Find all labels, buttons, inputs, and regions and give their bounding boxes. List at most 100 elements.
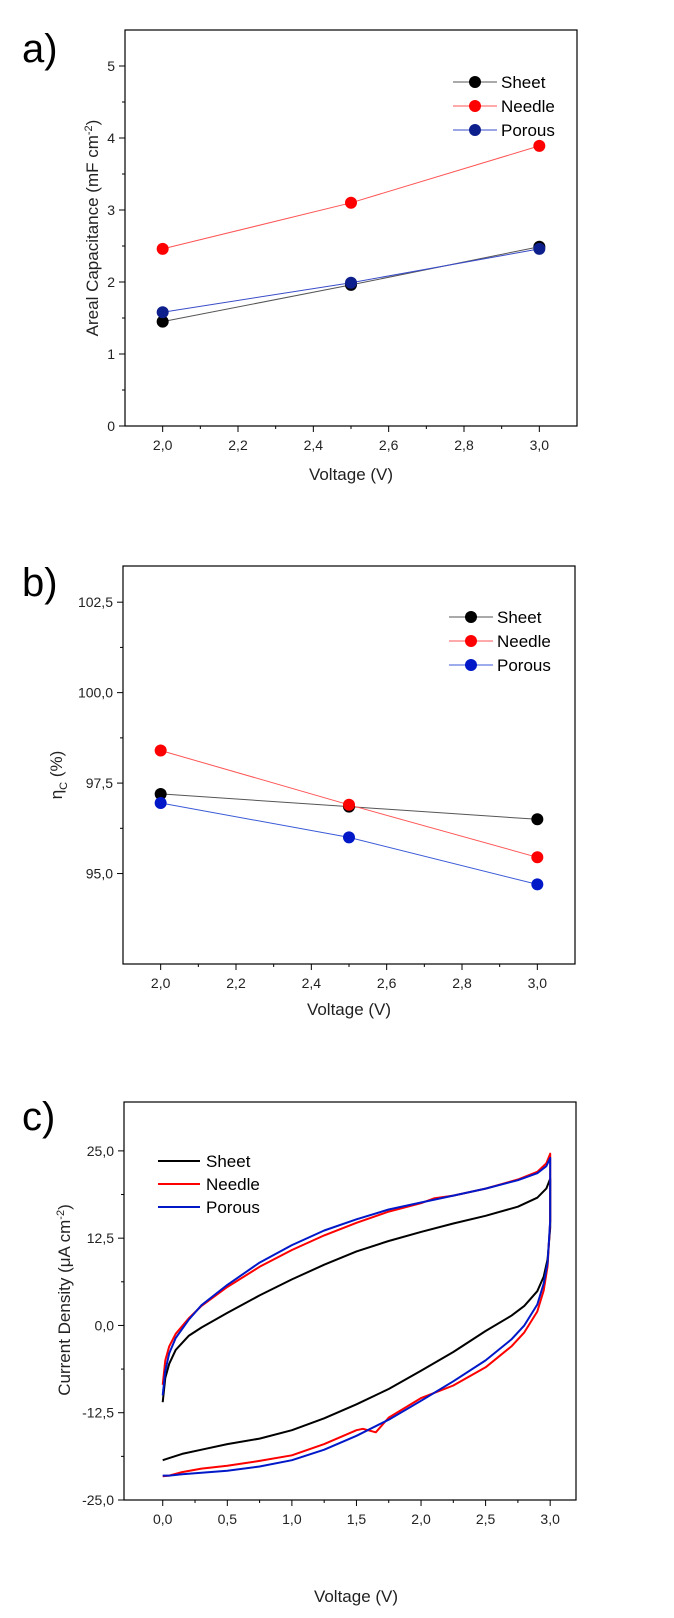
chart-b-x-axis-title: Voltage (V) bbox=[307, 1000, 391, 1019]
chart-c-x-tick-label: 1,5 bbox=[347, 1511, 367, 1527]
data-point-needle bbox=[154, 744, 167, 757]
legend-item-sheet: Sheet bbox=[158, 1152, 251, 1171]
chart-a-lines bbox=[162, 145, 540, 323]
chart-b-lines bbox=[160, 750, 538, 885]
chart-c-x-tick-label: 1,0 bbox=[282, 1511, 302, 1527]
chart-c-y-tick-label: -12,5 bbox=[82, 1405, 114, 1421]
legend-label-porous: Porous bbox=[497, 656, 551, 675]
panel-label-c: c) bbox=[22, 1095, 55, 1139]
chart-b-points bbox=[154, 744, 544, 891]
panel-label-b: b) bbox=[22, 561, 58, 605]
chart-a-legend: Sheet Needle Porous bbox=[453, 73, 555, 140]
chart-a-x-tick-label: 2,6 bbox=[379, 437, 399, 453]
series-line-sheet bbox=[161, 1177, 552, 1462]
chart-a-areal-capacitance: 2,0 2,2 2,4 2,6 2,8 3,0 0 1 2 3 4 5 Voltage (V) Are… bbox=[83, 29, 578, 484]
chart-c-legend: Sheet Needle Porous bbox=[158, 1152, 260, 1217]
chart-c-x-tick-label: 3,0 bbox=[540, 1511, 560, 1527]
chart-b-x-tick-label: 2,2 bbox=[226, 975, 246, 991]
data-point-needle bbox=[343, 798, 355, 811]
chart-a-x-tick-label: 2,0 bbox=[153, 437, 173, 453]
data-point-porous bbox=[343, 831, 355, 844]
chart-c-x-tick-label: 0,0 bbox=[153, 1511, 173, 1527]
chart-a-y-title-main: Areal Capacitance (mF cm bbox=[83, 135, 102, 336]
data-point-porous bbox=[345, 276, 357, 289]
chart-c-y-title-main: Current Density (μA cm bbox=[55, 1220, 74, 1396]
chart-a-ticks: 2,0 2,2 2,4 2,6 2,8 3,0 0 1 2 3 4 5 bbox=[107, 58, 549, 453]
legend-item-porous: Porous bbox=[453, 121, 555, 140]
chart-c-x-tick-label: 2,0 bbox=[411, 1511, 431, 1527]
data-point-sheet bbox=[531, 813, 544, 826]
legend-label-needle: Needle bbox=[497, 632, 551, 651]
legend-label-porous: Porous bbox=[206, 1198, 260, 1217]
chart-a-y-tick-label: 1 bbox=[107, 346, 115, 362]
chart-c-ticks: 0,0 0,5 1,0 1,5 2,0 2,5 3,0 -25,0 -12,5 0,0 12,5 25… bbox=[82, 1143, 560, 1527]
legend-item-porous: Porous bbox=[449, 656, 551, 675]
chart-b-y-tick-label: 100,0 bbox=[78, 685, 113, 701]
chart-c-y-title-sup: -2 bbox=[55, 1210, 67, 1220]
chart-c-y-axis-title: Current Density (μA cm-2) bbox=[55, 1204, 74, 1396]
chart-b-x-tick-label: 3,0 bbox=[528, 975, 548, 991]
chart-c-x-axis-title: Voltage (V) bbox=[314, 1587, 398, 1606]
data-point-sheet bbox=[156, 315, 169, 328]
legend-marker-sheet bbox=[469, 76, 481, 88]
series-line-porous bbox=[161, 1156, 552, 1477]
chart-c-frame bbox=[123, 1101, 577, 1501]
chart-b-y-tick-label: 102,5 bbox=[78, 594, 113, 610]
legend-label-sheet: Sheet bbox=[501, 73, 546, 92]
chart-c-y-tick-label: 0,0 bbox=[95, 1317, 115, 1333]
chart-a-points bbox=[156, 139, 546, 328]
chart-c-lines bbox=[161, 1152, 552, 1478]
legend-label-sheet: Sheet bbox=[206, 1152, 251, 1171]
chart-c-y-title-end: ) bbox=[55, 1204, 74, 1210]
chart-a-x-tick-label: 2,8 bbox=[454, 437, 474, 453]
legend-marker-sheet bbox=[465, 611, 477, 623]
chart-b-x-tick-label: 2,4 bbox=[302, 975, 322, 991]
panel-label-a: a) bbox=[22, 27, 58, 71]
data-point-sheet bbox=[154, 787, 167, 800]
chart-c-cyclic-voltammetry: 0,0 0,5 1,0 1,5 2,0 2,5 3,0 -25,0 -12,5 0,0 12,5 25… bbox=[55, 1101, 577, 1606]
chart-a-x-tick-label: 2,2 bbox=[228, 437, 248, 453]
data-point-needle bbox=[531, 851, 544, 864]
chart-a-y-tick-label: 0 bbox=[107, 418, 115, 434]
chart-c-y-tick-label: 12,5 bbox=[87, 1230, 114, 1246]
data-point-needle bbox=[156, 242, 169, 255]
legend-item-needle: Needle bbox=[158, 1175, 260, 1194]
legend-item-porous: Porous bbox=[158, 1198, 260, 1217]
chart-a-y-tick-label: 4 bbox=[107, 130, 115, 146]
data-point-needle bbox=[345, 196, 357, 209]
chart-a-y-tick-label: 5 bbox=[107, 58, 115, 74]
legend-marker-needle bbox=[465, 635, 477, 647]
chart-b-x-tick-label: 2,0 bbox=[151, 975, 171, 991]
chart-c-x-tick-label: 0,5 bbox=[218, 1511, 238, 1527]
chart-a-y-tick-label: 2 bbox=[107, 274, 115, 290]
chart-b-legend: Sheet Needle Porous bbox=[449, 608, 551, 675]
chart-b-y-tick-label: 97,5 bbox=[86, 775, 113, 791]
legend-item-sheet: Sheet bbox=[453, 73, 546, 92]
chart-a-x-axis-title: Voltage (V) bbox=[309, 465, 393, 484]
chart-a-y-axis-title: Areal Capacitance (mF cm-2) bbox=[83, 120, 102, 337]
chart-b-ticks: 2,0 2,2 2,4 2,6 2,8 3,0 95,0 97,5 100,0 102,5 bbox=[78, 594, 547, 991]
chart-b-y-axis-title: ηC (%) bbox=[47, 751, 70, 800]
chart-a-y-title-sup: -2 bbox=[83, 125, 95, 135]
chart-a-y-title-end: ) bbox=[83, 120, 102, 126]
legend-marker-porous bbox=[465, 659, 477, 671]
chart-c-y-tick-label: 25,0 bbox=[87, 1143, 114, 1159]
chart-a-x-tick-label: 3,0 bbox=[530, 437, 550, 453]
legend-marker-porous bbox=[469, 124, 481, 136]
legend-item-needle: Needle bbox=[453, 97, 555, 116]
data-point-needle bbox=[533, 139, 546, 152]
chart-b-y-tick-label: 95,0 bbox=[86, 866, 113, 882]
chart-a-y-tick-label: 3 bbox=[107, 202, 115, 218]
chart-b-y-title-end: (%) bbox=[47, 751, 66, 782]
legend-label-porous: Porous bbox=[501, 121, 555, 140]
chart-b-x-tick-label: 2,8 bbox=[452, 975, 472, 991]
data-point-porous bbox=[154, 796, 167, 809]
legend-label-needle: Needle bbox=[206, 1175, 260, 1194]
data-point-porous bbox=[531, 878, 544, 891]
legend-item-sheet: Sheet bbox=[449, 608, 542, 627]
chart-a-x-tick-label: 2,4 bbox=[304, 437, 324, 453]
chart-b-y-title-main: η bbox=[47, 790, 66, 799]
legend-label-sheet: Sheet bbox=[497, 608, 542, 627]
chart-b-efficiency: 2,0 2,2 2,4 2,6 2,8 3,0 95,0 97,5 100,0 102,5 Vol… bbox=[47, 565, 576, 1019]
